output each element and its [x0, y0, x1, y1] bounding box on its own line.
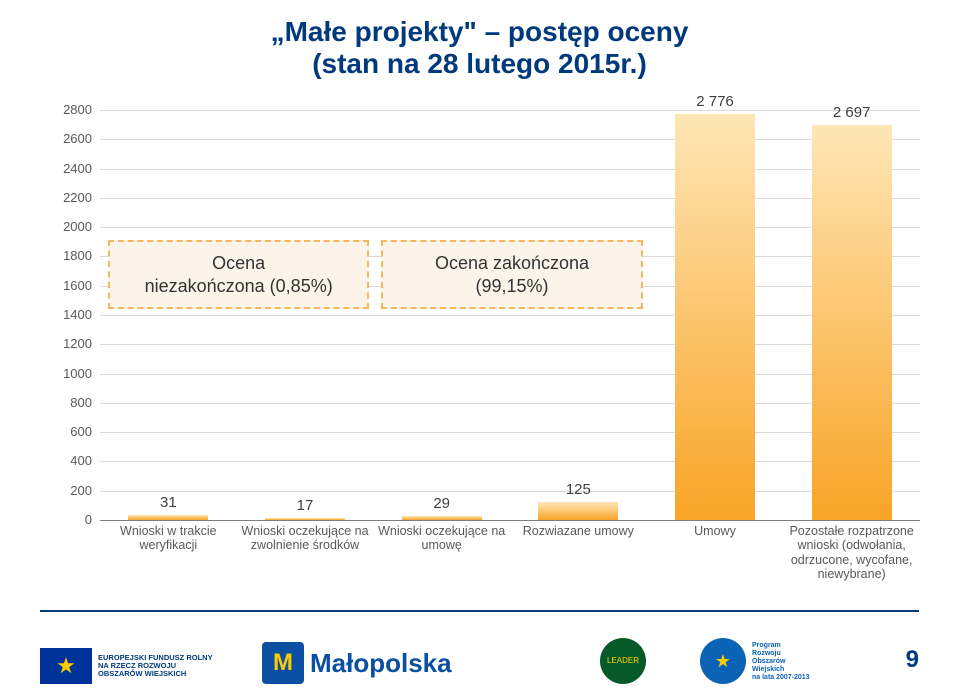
gridline — [100, 315, 920, 316]
y-axis-label: 2200 — [40, 190, 92, 205]
y-axis-label: 2400 — [40, 161, 92, 176]
footer: ★ EUROPEJSKI FUNDUSZ ROLNYNA RZECZ ROZWO… — [0, 610, 959, 696]
bar — [402, 516, 482, 520]
bar-value-label: 2 776 — [675, 93, 755, 110]
y-axis-label: 2600 — [40, 131, 92, 146]
gridline — [100, 227, 920, 228]
y-axis-label: 2800 — [40, 102, 92, 117]
malopolska-badge: M Małopolska — [262, 642, 452, 684]
bar — [812, 125, 892, 520]
x-axis-label: Wnioski w trakcie weryfikacji — [103, 524, 233, 553]
y-axis-label: 200 — [40, 483, 92, 498]
title-line-1: „Małe projekty" – postęp oceny — [0, 16, 959, 48]
bar — [675, 114, 755, 520]
gridline — [100, 198, 920, 199]
malopolska-text: Małopolska — [310, 648, 452, 679]
x-axis-label: Umowy — [650, 524, 780, 538]
eu-badge: ★ EUROPEJSKI FUNDUSZ ROLNYNA RZECZ ROZWO… — [40, 648, 213, 684]
x-axis-label: Wnioski oczekujące na zwolnienie środków — [240, 524, 370, 553]
annotation-box: Ocenaniezakończona (0,85%) — [108, 240, 369, 309]
prow-logo-icon: ★ ProgramRozwojuObszarówWiejskichna lata… — [700, 638, 746, 684]
bar — [538, 502, 618, 520]
gridline — [100, 491, 920, 492]
annotation-box: Ocena zakończona(99,15%) — [381, 240, 642, 309]
slide-root: „Małe projekty" – postęp oceny (stan na … — [0, 0, 959, 696]
title-line-2: (stan na 28 lutego 2015r.) — [0, 48, 959, 80]
gridline — [100, 169, 920, 170]
gridline — [100, 110, 920, 111]
bar — [265, 518, 345, 520]
gridline — [100, 374, 920, 375]
gridline — [100, 432, 920, 433]
prow-text: ProgramRozwojuObszarówWiejskichna lata 2… — [752, 642, 810, 682]
gridline — [100, 139, 920, 140]
bar-value-label: 125 — [538, 481, 618, 498]
y-axis-label: 1000 — [40, 366, 92, 381]
prow-badge: ★ ProgramRozwojuObszarówWiejskichna lata… — [700, 638, 746, 684]
y-axis-label: 1400 — [40, 307, 92, 322]
leader-logo-icon: LEADER — [600, 638, 646, 684]
gridline — [100, 461, 920, 462]
y-axis-label: 800 — [40, 395, 92, 410]
bar — [128, 515, 208, 520]
x-axis-label: Rozwiazane umowy — [513, 524, 643, 538]
bar-value-label: 29 — [402, 495, 482, 512]
gridline — [100, 344, 920, 345]
bar-value-label: 2 697 — [812, 104, 892, 121]
y-axis-label: 1800 — [40, 248, 92, 263]
malopolska-logo-icon: M — [262, 642, 304, 684]
eu-flag-icon: ★ — [40, 648, 92, 684]
footer-divider — [40, 610, 919, 612]
plot-area: 3117291252 7762 697 — [100, 110, 920, 521]
bar-value-label: 17 — [265, 497, 345, 514]
x-axis-label: Wnioski oczekujące na umowę — [377, 524, 507, 553]
slide-title: „Małe projekty" – postęp oceny (stan na … — [0, 16, 959, 80]
eu-text: EUROPEJSKI FUNDUSZ ROLNYNA RZECZ ROZWOJU… — [98, 654, 213, 679]
bar-chart: 3117291252 7762 697 02004006008001000120… — [40, 110, 920, 550]
y-axis-label: 2000 — [40, 219, 92, 234]
x-axis-label: Pozostałe rozpatrzone wnioski (odwołania… — [787, 524, 917, 582]
y-axis-label: 1600 — [40, 278, 92, 293]
leader-badge: LEADER — [600, 638, 646, 684]
page-number: 9 — [906, 646, 919, 674]
y-axis-label: 600 — [40, 424, 92, 439]
gridline — [100, 403, 920, 404]
y-axis-label: 1200 — [40, 336, 92, 351]
y-axis-label: 400 — [40, 453, 92, 468]
y-axis-label: 0 — [40, 512, 92, 527]
bar-value-label: 31 — [128, 494, 208, 511]
